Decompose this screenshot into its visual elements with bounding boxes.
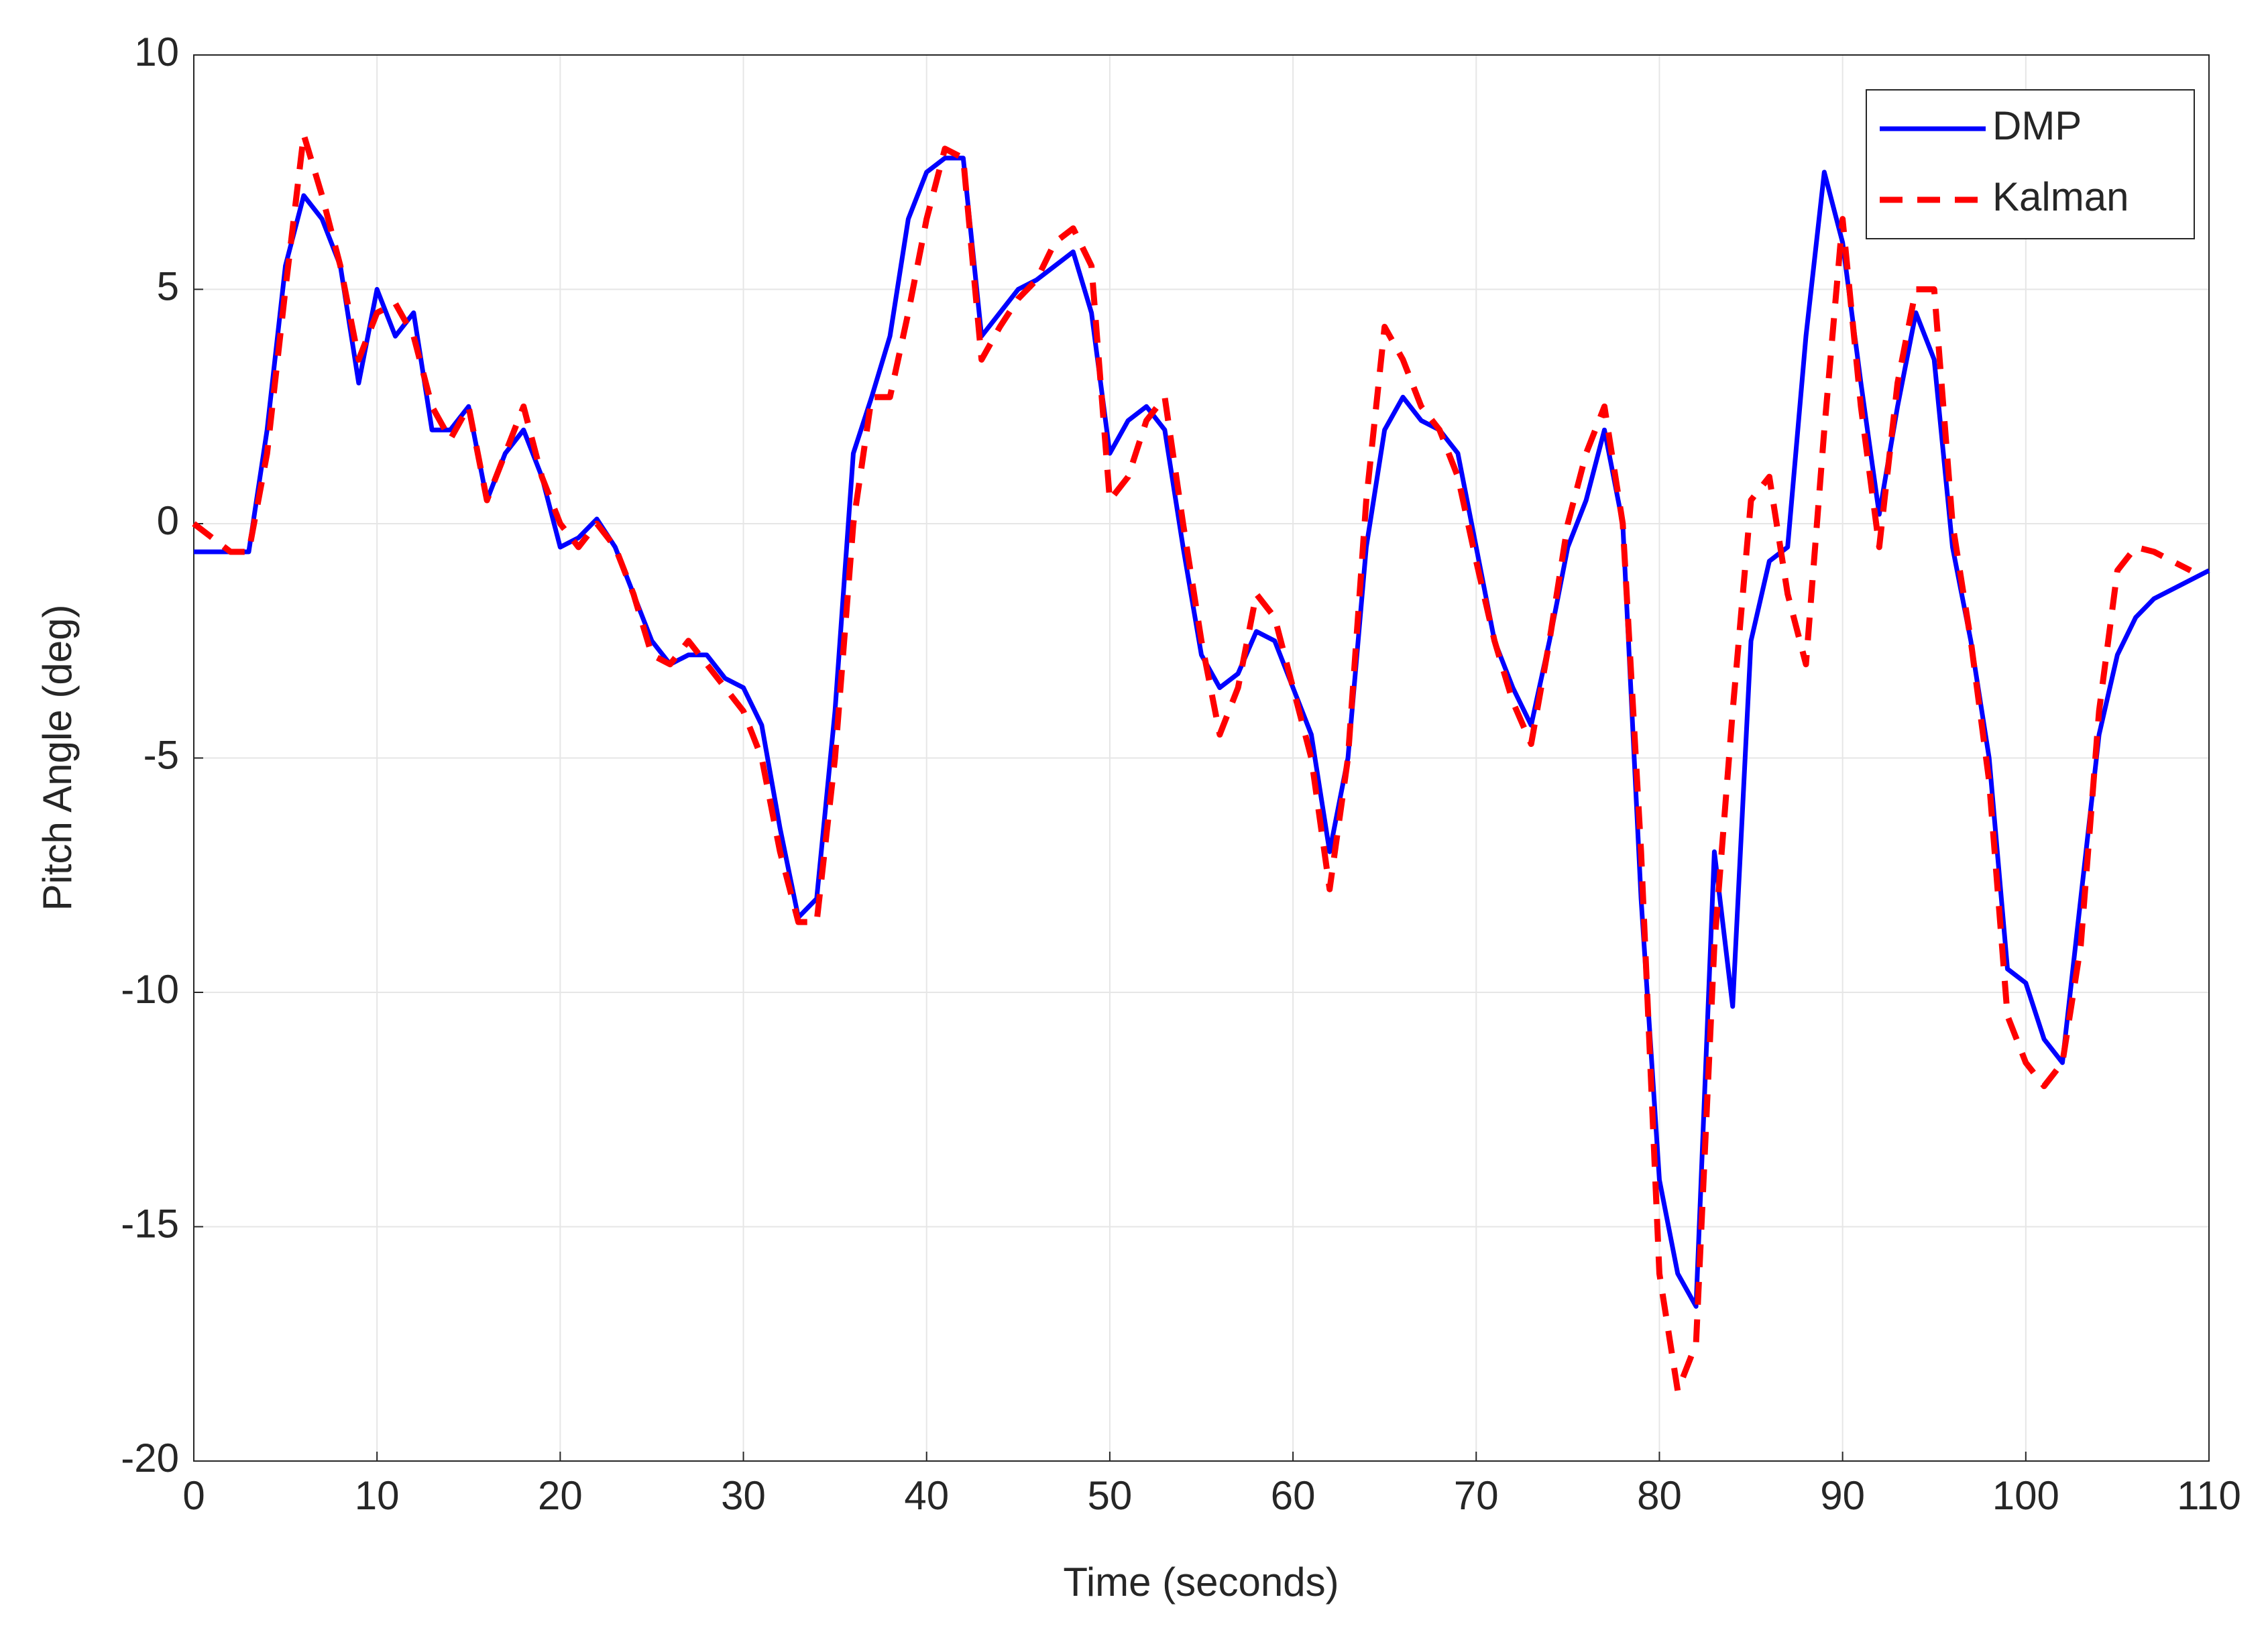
x-tick-label: 40 xyxy=(904,1473,949,1518)
x-tick-label: 100 xyxy=(1992,1473,2059,1518)
legend-box xyxy=(1866,89,2195,239)
x-tick-label: 70 xyxy=(1454,1473,1499,1518)
series-line xyxy=(194,156,2210,1309)
y-axis-label: Pitch Angle (deg) xyxy=(35,605,80,911)
legend: DMP Kalman xyxy=(1866,89,2195,239)
x-tick-label: 30 xyxy=(721,1473,766,1518)
y-tick-label: -5 xyxy=(144,732,179,777)
y-tick-label: -10 xyxy=(121,967,179,1012)
x-tick-label: 20 xyxy=(538,1473,583,1518)
x-tick-label: 10 xyxy=(355,1473,400,1518)
y-tick-label: 5 xyxy=(157,264,179,308)
x-tick-label: 0 xyxy=(182,1473,205,1518)
x-tick-label: 80 xyxy=(1637,1473,1682,1518)
plot-frame xyxy=(193,54,2210,1462)
series-line xyxy=(192,131,2192,1394)
y-tick-label: 10 xyxy=(134,30,179,74)
legend-label: DMP xyxy=(1992,103,2082,148)
x-axis-label: Time (seconds) xyxy=(1063,1560,1339,1605)
x-tick-label: 90 xyxy=(1820,1473,1865,1518)
x-tick-label: 60 xyxy=(1271,1473,1316,1518)
legend-label: Kalman xyxy=(1992,174,2129,219)
x-tick-label: 50 xyxy=(1088,1473,1133,1518)
y-tick-label: 0 xyxy=(157,498,179,543)
x-tick-label: 110 xyxy=(2177,1473,2241,1518)
y-tick-label: -15 xyxy=(121,1201,179,1246)
y-tick-label: -20 xyxy=(121,1436,179,1480)
